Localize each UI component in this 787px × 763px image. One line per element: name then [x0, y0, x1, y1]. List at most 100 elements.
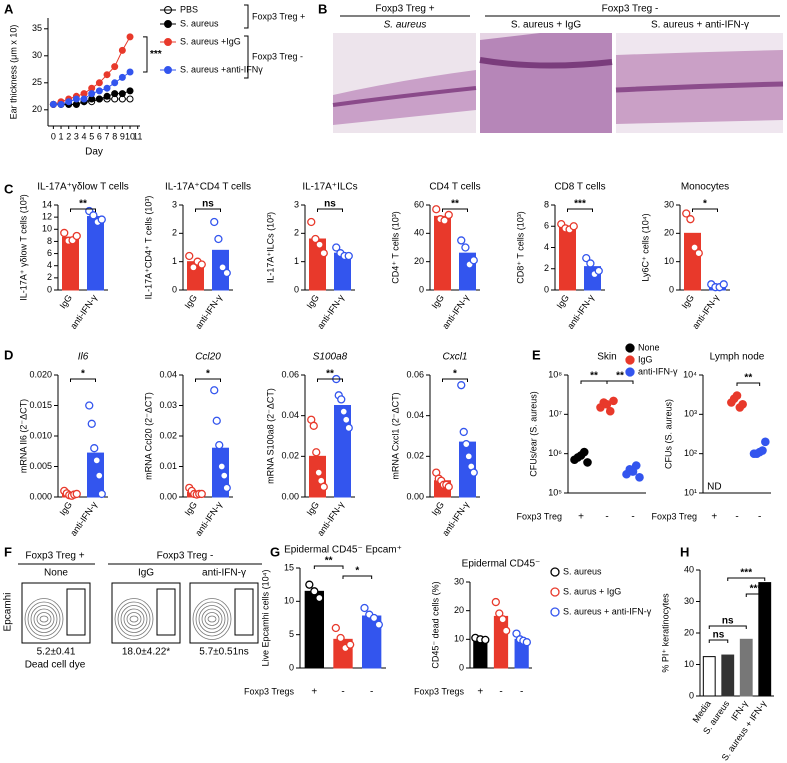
y-tick-label: 2 — [172, 228, 177, 238]
sig-label: ** — [744, 373, 752, 384]
group-header: Foxp3 Treg - — [602, 4, 659, 15]
point — [90, 444, 99, 453]
point — [344, 423, 353, 433]
gate — [234, 588, 254, 636]
x-tick-label: 5 — [89, 131, 94, 141]
x-tick-label: 8 — [112, 131, 117, 141]
x-tick-label: IgG — [183, 293, 200, 311]
y-tick-label: 0.000 — [29, 491, 52, 501]
y-axis-label: CFUs/ear (S. aureus) — [528, 391, 538, 477]
y-tick-label: 0.005 — [29, 461, 52, 471]
group-bracket — [244, 4, 249, 29]
point — [582, 253, 591, 263]
x-tick-label: 4 — [82, 131, 87, 141]
y-axis-label: CD45⁻ dead cells (%) — [430, 581, 440, 668]
point — [103, 84, 111, 92]
legend-label: S. aureus +anti-IFNγ — [180, 64, 263, 74]
sig-label: ** — [590, 371, 598, 382]
bar — [684, 232, 701, 291]
contour — [120, 605, 148, 633]
sig-label: * — [703, 199, 707, 210]
y-tick-label: 0 — [459, 662, 464, 672]
group-label: Foxp3 Treg + — [252, 11, 305, 21]
bar — [758, 582, 772, 697]
point — [690, 243, 699, 252]
chart-title: Ccl20 — [195, 352, 221, 363]
sig-bracket — [442, 378, 468, 382]
point — [222, 268, 231, 278]
point — [344, 251, 353, 261]
sig-bracket — [317, 208, 343, 212]
sig-bracket — [606, 380, 634, 384]
contour — [36, 612, 52, 626]
sample-name: anti-IFN-γ — [202, 568, 246, 579]
y-tick-label: 0 — [294, 284, 299, 294]
point — [80, 95, 88, 103]
y-tick-label: 10⁷ — [549, 409, 562, 419]
group-header: Foxp3 Treg - — [157, 551, 214, 562]
y-tick-label: 2 — [544, 263, 549, 273]
sample-name: IgG — [138, 568, 154, 579]
point — [214, 234, 223, 244]
point — [118, 46, 126, 54]
point — [217, 462, 226, 471]
row-label: Foxp3 Tregs — [244, 686, 295, 696]
chart-title: CD8 T cells — [554, 182, 605, 193]
chart-title: Lymph node — [710, 352, 765, 363]
point — [758, 446, 767, 455]
row-label: Foxp3 Treg — [516, 511, 562, 521]
sig-bracket — [745, 593, 766, 597]
sig-bracket — [143, 36, 148, 73]
point — [126, 87, 134, 95]
point — [314, 468, 323, 477]
chart-title: Il6 — [78, 352, 89, 363]
y-tick-label: 8 — [544, 199, 549, 209]
panel-label: C — [4, 181, 14, 196]
point — [331, 623, 340, 633]
point — [65, 98, 73, 106]
x-tick-label: IgG — [430, 293, 447, 311]
point — [332, 243, 341, 252]
contour — [207, 615, 217, 623]
y-tick-label: 2 — [294, 228, 299, 238]
x-tick-label: IgG — [58, 500, 75, 518]
bar — [62, 236, 79, 291]
point — [210, 386, 219, 395]
sig-label: ** — [326, 369, 334, 380]
point — [97, 489, 106, 499]
gate — [156, 588, 176, 636]
contour — [117, 601, 151, 637]
gate-value: 5.7±0.51ns — [199, 647, 248, 658]
y-tick-label: 0 — [689, 690, 694, 700]
point — [118, 90, 126, 98]
y-tick-label: 40 — [414, 228, 424, 238]
histology-images — [332, 33, 784, 133]
legend-label: S. aurus + IgG — [563, 586, 621, 596]
contour — [204, 612, 220, 626]
y-tick-label: 10 — [284, 596, 294, 606]
sig-label: ns — [202, 199, 214, 210]
point — [336, 633, 345, 643]
chart-title: Skin — [597, 352, 616, 363]
y-tick-label: 10 — [454, 634, 464, 644]
y-axis-label: CFUs (S. aureus) — [663, 399, 673, 469]
y-tick-label: 0.010 — [29, 430, 52, 440]
point — [583, 458, 592, 467]
legend-label: S. aureus — [563, 566, 602, 576]
sig-bracket — [70, 208, 96, 212]
point — [218, 263, 227, 272]
x-tick-label: 6 — [97, 131, 102, 141]
y-axis-label: IL-17A⁺CD4⁺ T cells (10³) — [143, 196, 153, 300]
y-tick-label: 3 — [294, 199, 299, 209]
y-tick-label: 0 — [419, 284, 424, 294]
group-header: Foxp3 Treg + — [25, 551, 84, 562]
chart-title: Epidermal CD45⁻ Epcam⁺ — [284, 545, 402, 556]
point — [694, 249, 703, 258]
y-tick-label: 0.00 — [159, 491, 177, 501]
sig-bracket — [195, 378, 221, 382]
sig-label: *** — [574, 199, 586, 210]
sig-bracket — [727, 577, 766, 581]
panel-label: F — [4, 544, 12, 559]
x-tick-label: IgG — [555, 293, 572, 311]
